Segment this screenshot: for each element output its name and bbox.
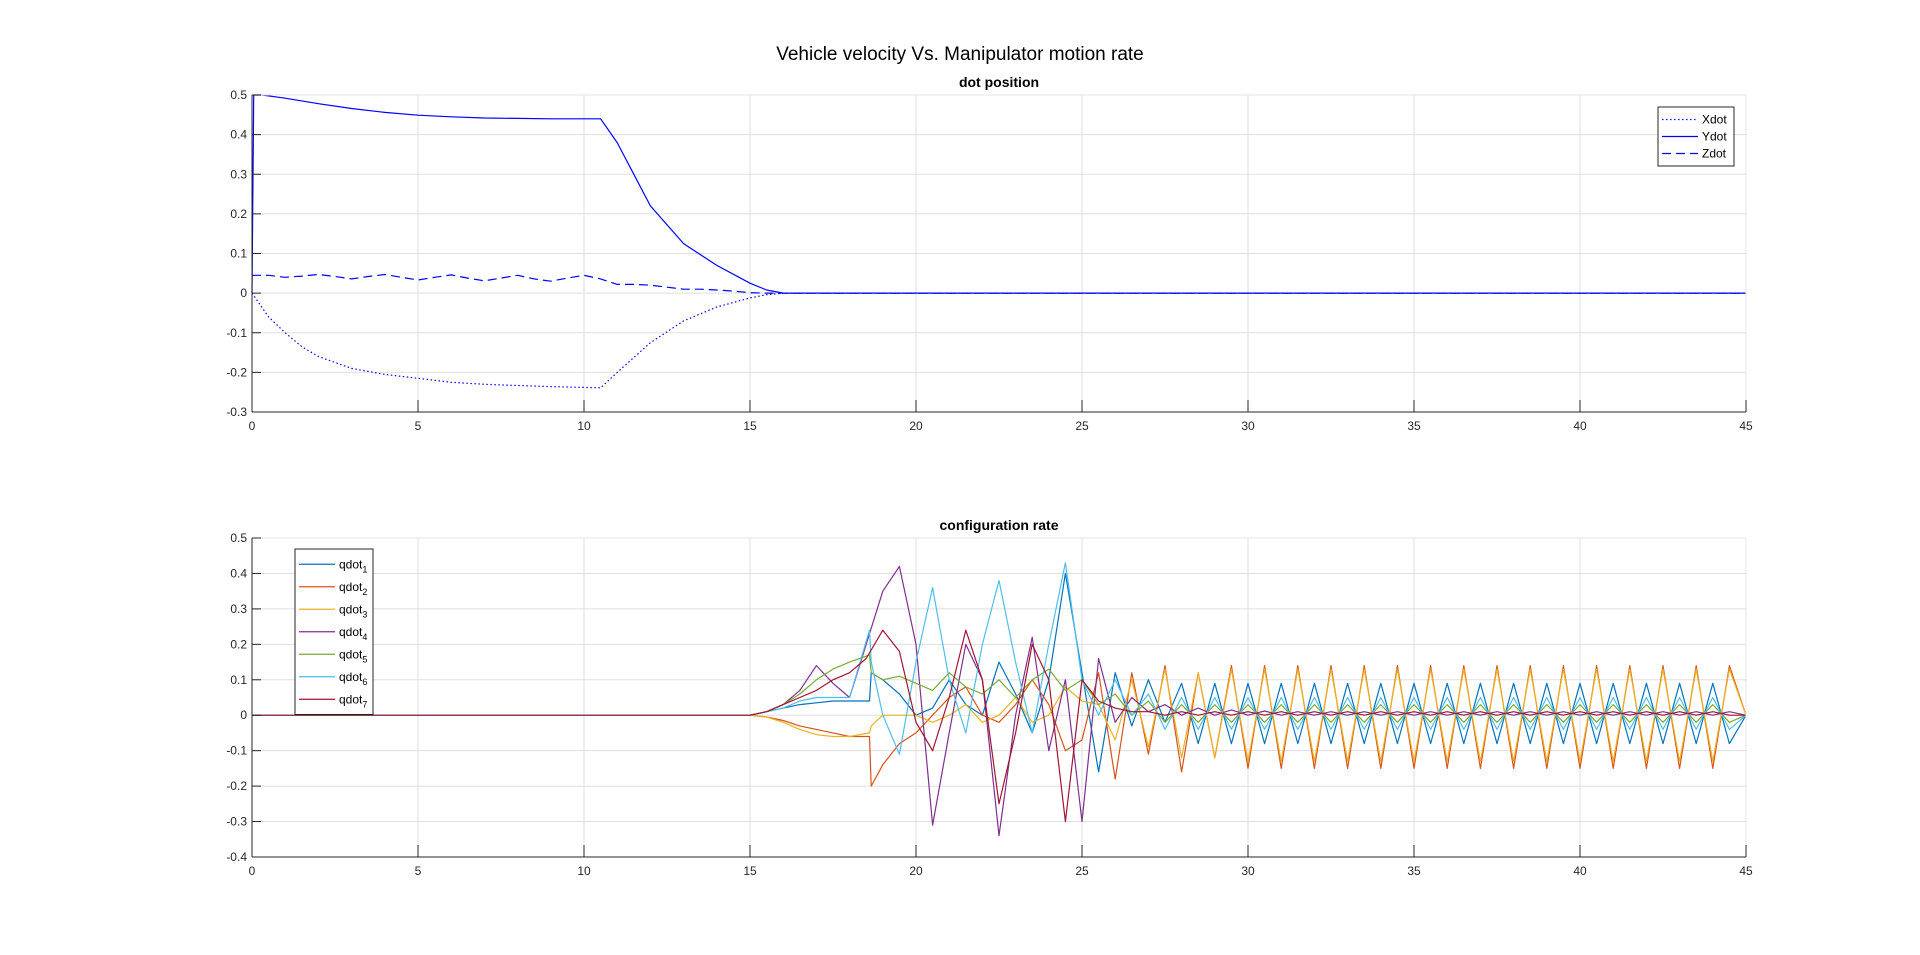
x-tick-label: 25: [1075, 419, 1089, 433]
y-tick-label: 0.1: [230, 247, 247, 261]
y-tick-label: 0.4: [230, 128, 247, 142]
configuration-rate-axes: 0 5 10 15 20 25 30 35 40 45-0.4-0.3-0.2-0.100.10.…: [226, 517, 1753, 878]
legend-entry: qdot6: [339, 670, 367, 687]
y-tick-label: -0.2: [226, 779, 247, 793]
figure-title: Vehicle velocity Vs. Manipulator motion …: [776, 44, 1144, 65]
legend-entry-subscript: 2: [362, 587, 367, 597]
series-line-Ydot: [251, 94, 1746, 294]
legend-entry: qdot1: [339, 557, 367, 574]
legend-entry: qdot7: [339, 692, 367, 709]
x-tick-label: 15: [743, 864, 757, 878]
legend-entry-base: qdot: [339, 625, 363, 639]
legend-entry: qdot2: [339, 580, 367, 597]
x-tick-label: 40: [1573, 419, 1587, 433]
x-tick-label: 0: [249, 419, 256, 433]
legend-entry-base: qdot: [339, 602, 363, 616]
x-tick-label: 5: [415, 419, 422, 433]
plot-area: [252, 538, 1746, 857]
legend-entry-subscript: 6: [362, 677, 367, 687]
axes-title: configuration rate: [939, 517, 1058, 533]
legend-entry-base: qdot: [339, 557, 363, 571]
x-tick-label: 45: [1739, 419, 1753, 433]
x-tick-label: 15: [743, 419, 757, 433]
x-tick-label: 30: [1241, 864, 1255, 878]
y-tick-label: 0.3: [230, 167, 247, 181]
legend-entry-subscript: 3: [362, 609, 367, 619]
dot-position-axes: 0 5 10 15 20 25 30 35 40 45 -0.3 -0.2 -0.1 0 0.1 0.2 0.3…: [226, 74, 1753, 433]
series-line-qdot5: [252, 654, 1747, 723]
legend-entry-base: qdot: [339, 580, 363, 594]
legend-entry: Zdot: [1702, 147, 1727, 161]
x-tick-label: 35: [1407, 419, 1421, 433]
x-tick-label: 20: [909, 419, 923, 433]
y-tick-label: -0.1: [226, 326, 247, 340]
x-tick-label: 10: [577, 419, 591, 433]
x-tick-label: 20: [909, 864, 923, 878]
y-tick-label: 0.3: [230, 602, 247, 616]
x-tick-label: 40: [1573, 864, 1587, 878]
y-tick-label: -0.3: [226, 405, 247, 419]
y-tick-label: 0.2: [230, 637, 247, 651]
y-tick-label: -0.1: [226, 744, 247, 758]
y-tick-label: -0.3: [226, 815, 247, 829]
legend-entry: Ydot: [1702, 130, 1727, 144]
legend-entry-base: qdot: [339, 670, 363, 684]
axes-title: dot position: [959, 74, 1039, 90]
legend-entry-base: qdot: [339, 647, 363, 661]
legend-entry: Xdot: [1702, 113, 1727, 127]
x-tick-label: 0: [249, 864, 256, 878]
legend-entry-subscript: 5: [362, 654, 367, 664]
series-line-qdot2: [252, 664, 1747, 787]
x-tick-label: 5: [415, 864, 422, 878]
legend-entry: qdot5: [339, 647, 367, 664]
y-tick-label: 0.4: [230, 566, 247, 580]
y-tick-label: -0.2: [226, 365, 247, 379]
x-tick-label: 25: [1075, 864, 1089, 878]
x-tick-label: 30: [1241, 419, 1255, 433]
legend-entry-subscript: 1: [362, 564, 367, 574]
y-tick-label: -0.4: [226, 850, 247, 864]
y-tick-label: 0.2: [230, 207, 247, 221]
legend-entry: qdot3: [339, 602, 367, 619]
series-line-qdot7: [252, 629, 1746, 823]
x-tick-label: 45: [1739, 864, 1753, 878]
x-tick-label: 35: [1407, 864, 1421, 878]
y-tick-label: 0: [240, 708, 247, 722]
series-line-qdot1: [252, 572, 1747, 773]
legend-entry: qdot4: [339, 625, 367, 642]
legend-entry-subscript: 4: [362, 632, 367, 642]
x-tick-label: 10: [577, 864, 591, 878]
series-line-qdot6: [252, 562, 1747, 755]
legend-entry-base: qdot: [339, 692, 363, 706]
y-tick-label: 0.5: [230, 531, 247, 545]
series-line-qdot3: [252, 668, 1747, 762]
series-line-Zdot: [252, 273, 1746, 294]
legend-entry-subscript: 7: [362, 699, 367, 709]
y-tick-label: 0.5: [230, 88, 247, 102]
y-tick-label: 0: [240, 286, 247, 300]
legend: Xdot Ydot Zdot: [1657, 106, 1735, 167]
y-tick-label: 0.1: [230, 673, 247, 687]
